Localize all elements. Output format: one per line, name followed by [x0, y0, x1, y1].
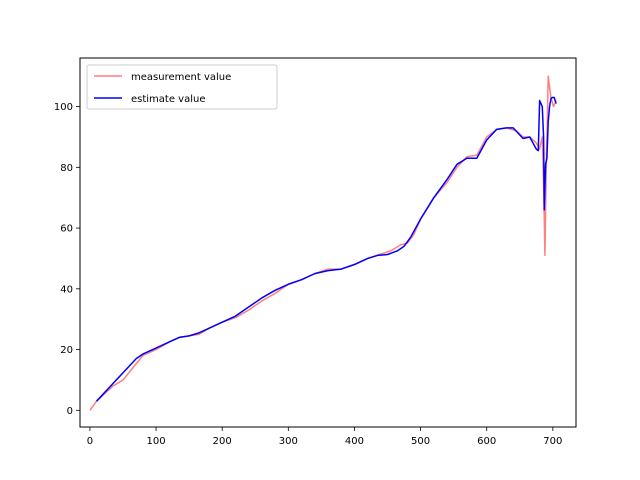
x-tick-label: 700 [543, 436, 562, 447]
y-tick-label: 60 [60, 224, 73, 235]
legend-box [86, 64, 278, 110]
x-tick-label: 0 [87, 436, 93, 447]
x-tick-label: 600 [477, 436, 496, 447]
y-axis-ticks: 0 20 40 60 80 100 [54, 102, 80, 417]
y-tick-label: 40 [60, 284, 73, 295]
y-tick-label: 0 [67, 406, 73, 417]
x-axis-ticks: 0 100 200 300 400 500 600 700 [87, 427, 562, 447]
y-tick-label: 20 [60, 345, 73, 356]
series-line-estimate [95, 96, 557, 402]
x-tick-label: 100 [147, 436, 166, 447]
legend-label-measurement: measurement value [131, 72, 231, 83]
y-tick-label: 100 [54, 102, 73, 113]
x-tick-label: 400 [345, 436, 364, 447]
legend-label-estimate: estimate value [131, 94, 206, 105]
x-tick-label: 300 [279, 436, 298, 447]
series-layer [89, 75, 557, 411]
legend: measurement value estimate value [86, 64, 278, 110]
y-tick-label: 80 [60, 163, 73, 174]
x-tick-label: 200 [213, 436, 232, 447]
axes-frame [79, 57, 577, 428]
x-tick-label: 500 [411, 436, 430, 447]
